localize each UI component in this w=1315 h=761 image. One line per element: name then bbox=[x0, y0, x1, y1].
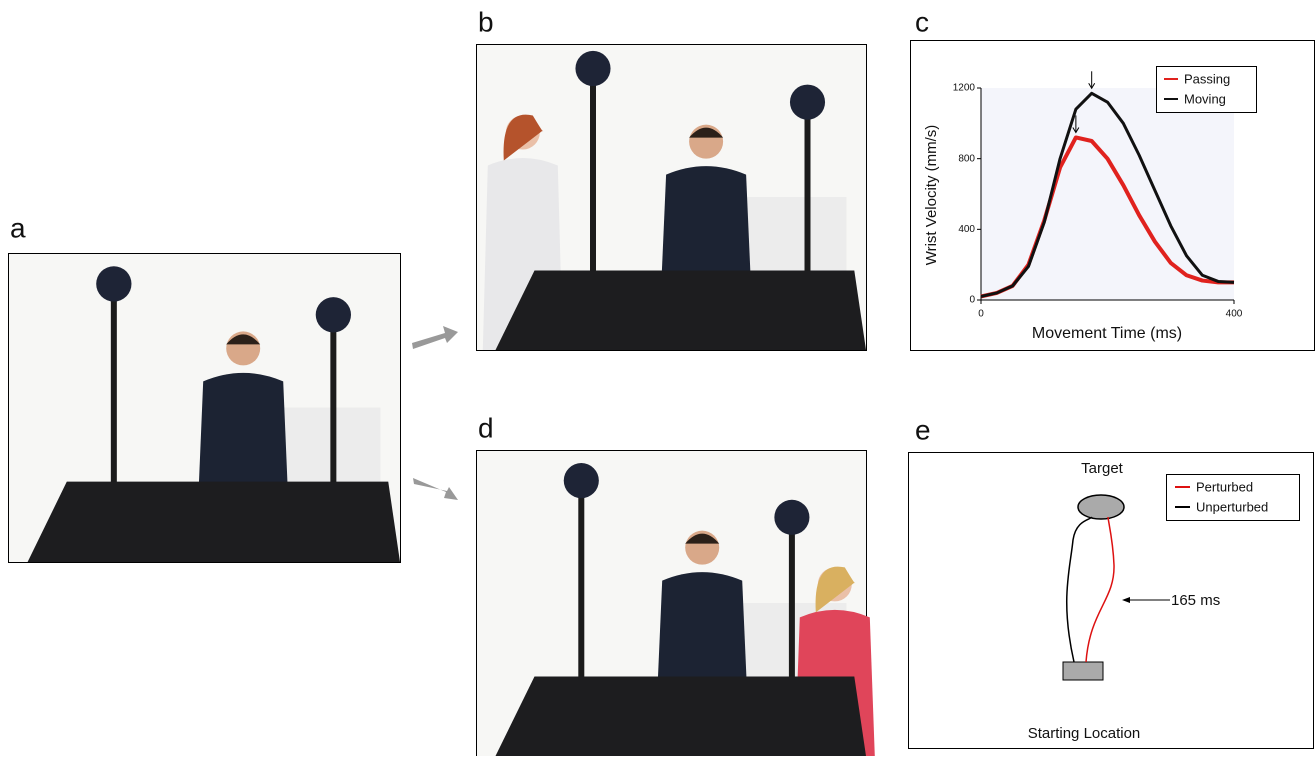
legend-label: Moving bbox=[1184, 91, 1226, 106]
photo bbox=[477, 45, 867, 351]
legend-label: Unperturbed bbox=[1196, 499, 1268, 514]
photos bbox=[9, 45, 875, 757]
stand bbox=[578, 481, 584, 710]
target bbox=[1078, 495, 1124, 519]
x-axis-label: Movement Time (ms) bbox=[1032, 325, 1182, 342]
time-label: 165 ms bbox=[1171, 592, 1220, 609]
person-body bbox=[657, 572, 747, 695]
photo bbox=[9, 254, 401, 563]
photo bbox=[477, 451, 875, 757]
panel-label: b bbox=[478, 6, 494, 37]
arrow bbox=[413, 478, 458, 500]
table bbox=[28, 482, 400, 562]
table bbox=[496, 676, 867, 756]
start-block bbox=[1063, 662, 1103, 680]
x-tick-label: 0 bbox=[978, 309, 984, 320]
y-tick-label: 0 bbox=[969, 295, 975, 306]
y-tick-label: 400 bbox=[958, 224, 975, 235]
y-tick-label: 800 bbox=[958, 153, 975, 164]
panel-label: a bbox=[10, 212, 26, 243]
start-label: Starting Location bbox=[1028, 725, 1141, 742]
y-axis-label: Wrist Velocity (mm/s) bbox=[923, 125, 940, 266]
speaker bbox=[316, 297, 351, 332]
table bbox=[496, 270, 867, 350]
stand bbox=[111, 284, 117, 516]
x-tick-label: 400 bbox=[1226, 309, 1243, 320]
panel-label: d bbox=[478, 412, 494, 443]
speaker bbox=[564, 463, 599, 498]
stand bbox=[590, 68, 596, 304]
speaker bbox=[575, 51, 610, 86]
speaker bbox=[790, 85, 825, 120]
person-body bbox=[661, 166, 751, 289]
figure: a b c d e 0 400 800 1200 0 400 Passing Moving W… bbox=[0, 0, 1315, 756]
panel-label: e bbox=[915, 414, 931, 445]
speaker bbox=[96, 266, 131, 301]
legend-label: Perturbed bbox=[1196, 479, 1253, 494]
arrow bbox=[412, 326, 458, 349]
panel-label: c bbox=[915, 6, 929, 37]
target-label: Target bbox=[1081, 460, 1124, 477]
person-body bbox=[198, 373, 288, 500]
y-tick-label: 1200 bbox=[953, 83, 976, 94]
speaker bbox=[774, 500, 809, 535]
legend-label: Passing bbox=[1184, 71, 1230, 86]
